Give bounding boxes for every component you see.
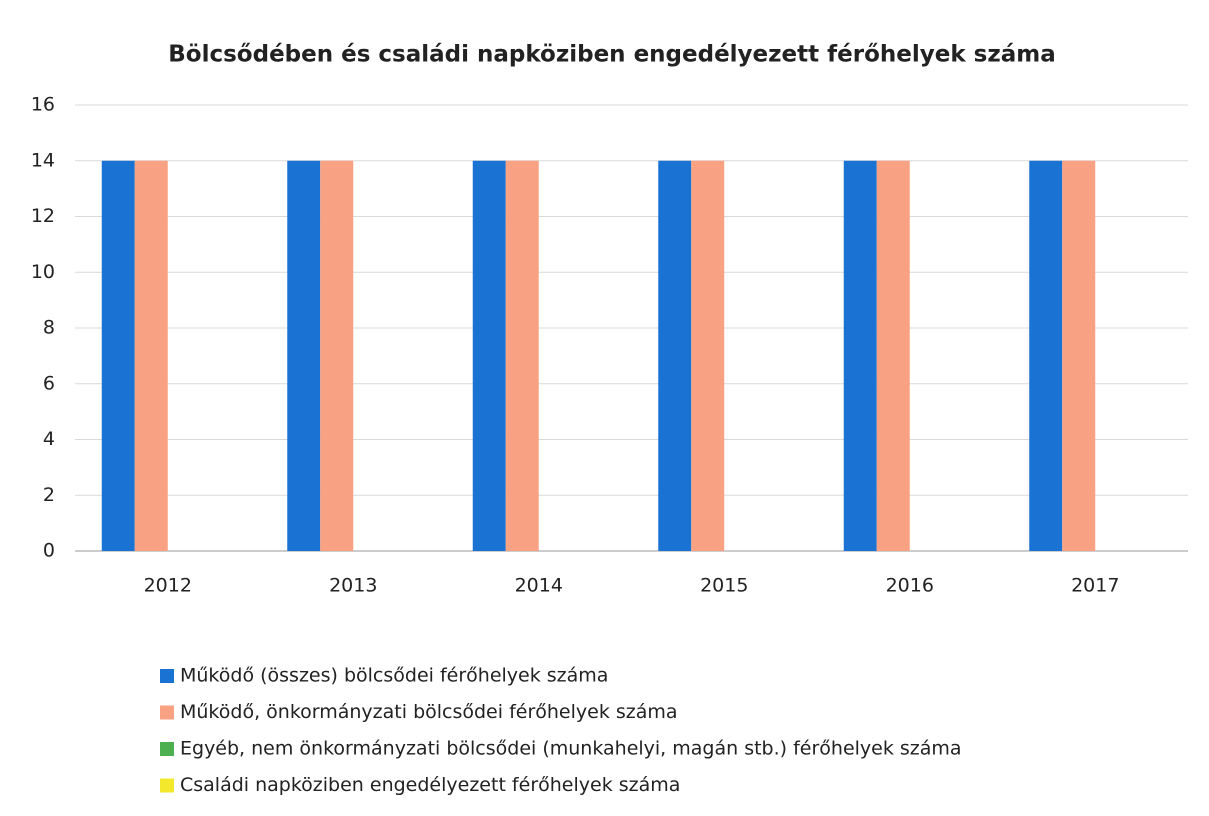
bar [134, 160, 168, 551]
legend-swatch [160, 705, 174, 720]
legend-label: Működő, önkormányzati bölcsődei férőhely… [180, 701, 678, 723]
x-tick-label: 2016 [886, 575, 934, 597]
legend-swatch [160, 742, 174, 756]
x-tick-label: 2017 [1071, 575, 1119, 597]
legend-label: Egyéb, nem önkormányzati bölcsődei (munk… [180, 738, 962, 760]
y-tick-label: 12 [31, 205, 55, 227]
bar [658, 160, 692, 551]
bar [472, 160, 506, 551]
bar [691, 160, 725, 551]
bar [505, 160, 539, 551]
y-tick-label: 14 [31, 149, 55, 171]
bar [876, 160, 910, 551]
legend-label: Családi napköziben engedélyezett férőhel… [180, 774, 680, 796]
chart-title: Bölcsődében és családi napköziben engedé… [168, 42, 1055, 68]
bar [287, 160, 321, 551]
legend-swatch [160, 778, 174, 793]
x-tick-label: 2014 [515, 575, 563, 597]
bar [101, 160, 135, 551]
y-tick-label: 4 [43, 428, 55, 450]
legend-label: Működő (összes) bölcsődei férőhelyek szá… [180, 665, 608, 687]
y-tick-label: 8 [43, 317, 55, 339]
y-tick-label: 16 [31, 94, 55, 116]
x-tick-label: 2015 [700, 575, 748, 597]
legend-swatch [160, 669, 174, 683]
y-tick-label: 0 [43, 540, 55, 562]
y-tick-label: 2 [43, 484, 55, 506]
bar [1062, 160, 1096, 551]
x-tick-label: 2012 [144, 575, 192, 597]
x-tick-label: 2013 [329, 575, 377, 597]
y-tick-label: 10 [31, 261, 55, 283]
bar [320, 160, 354, 551]
bar [843, 160, 877, 551]
bar [1029, 160, 1063, 551]
y-tick-label: 6 [43, 372, 55, 394]
